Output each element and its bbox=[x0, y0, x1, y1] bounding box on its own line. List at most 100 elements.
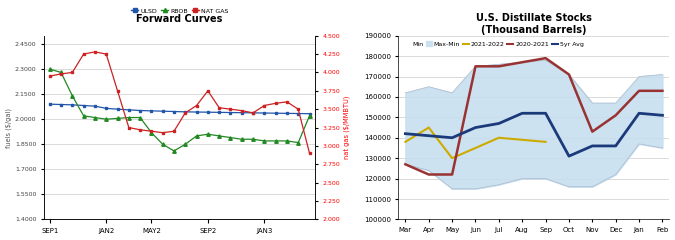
ULSD bbox=[249, 111, 257, 114]
RBOB bbox=[80, 114, 88, 117]
5yr Avg bbox=[495, 122, 503, 125]
ULSD bbox=[68, 103, 76, 106]
ULSD bbox=[294, 112, 302, 115]
NAT GAS bbox=[204, 89, 212, 92]
Line: ULSD: ULSD bbox=[49, 103, 311, 115]
NAT GAS bbox=[57, 72, 65, 75]
5yr Avg bbox=[612, 144, 620, 147]
NAT GAS bbox=[294, 108, 302, 111]
NAT GAS bbox=[249, 111, 257, 114]
2020-2021 bbox=[518, 61, 526, 64]
5yr Avg bbox=[635, 112, 643, 115]
NAT GAS bbox=[91, 50, 99, 53]
NAT GAS bbox=[147, 130, 155, 133]
5yr Avg bbox=[658, 114, 666, 117]
5yr Avg bbox=[402, 132, 410, 135]
2020-2021 bbox=[541, 57, 549, 60]
NAT GAS bbox=[283, 100, 291, 103]
5yr Avg bbox=[565, 155, 573, 158]
2021-2022 bbox=[425, 126, 433, 129]
5yr Avg bbox=[425, 134, 433, 137]
Line: 2020-2021: 2020-2021 bbox=[406, 58, 662, 174]
ULSD bbox=[261, 112, 269, 114]
2020-2021 bbox=[495, 65, 503, 68]
Legend: Min, Max-Min, 2021-2022, 2020-2021, 5yr Avg: Min, Max-Min, 2021-2022, 2020-2021, 5yr … bbox=[402, 39, 586, 49]
RBOB bbox=[125, 116, 133, 119]
RBOB bbox=[283, 139, 291, 142]
2021-2022 bbox=[448, 157, 456, 160]
RBOB bbox=[306, 114, 314, 117]
Line: 2021-2022: 2021-2022 bbox=[406, 127, 545, 158]
RBOB bbox=[204, 133, 212, 136]
ULSD bbox=[80, 104, 88, 107]
NAT GAS bbox=[102, 53, 110, 55]
ULSD bbox=[57, 103, 65, 106]
ULSD bbox=[136, 109, 144, 112]
NAT GAS bbox=[80, 53, 88, 55]
NAT GAS bbox=[159, 131, 167, 134]
RBOB bbox=[294, 141, 302, 144]
RBOB bbox=[181, 143, 189, 146]
RBOB bbox=[46, 68, 54, 71]
RBOB bbox=[68, 94, 76, 97]
2020-2021 bbox=[635, 89, 643, 92]
ULSD bbox=[113, 108, 122, 111]
RBOB bbox=[215, 134, 223, 137]
ULSD bbox=[159, 110, 167, 113]
2021-2022 bbox=[402, 140, 410, 143]
5yr Avg bbox=[541, 112, 549, 115]
RBOB bbox=[159, 143, 167, 146]
2020-2021 bbox=[612, 114, 620, 117]
RBOB bbox=[136, 116, 144, 119]
RBOB bbox=[91, 116, 99, 119]
Y-axis label: fuels ($/gal): fuels ($/gal) bbox=[5, 108, 12, 148]
NAT GAS bbox=[238, 109, 246, 112]
2020-2021 bbox=[658, 89, 666, 92]
ULSD bbox=[192, 111, 200, 114]
RBOB bbox=[170, 150, 178, 152]
NAT GAS bbox=[113, 89, 122, 92]
2020-2021 bbox=[589, 130, 597, 133]
NAT GAS bbox=[68, 71, 76, 74]
ULSD bbox=[238, 111, 246, 114]
RBOB bbox=[147, 131, 155, 134]
ULSD bbox=[215, 111, 223, 114]
ULSD bbox=[226, 111, 234, 114]
NAT GAS bbox=[271, 102, 279, 105]
NAT GAS bbox=[46, 75, 54, 78]
ULSD bbox=[271, 112, 279, 115]
2020-2021 bbox=[448, 173, 456, 176]
2021-2022 bbox=[495, 136, 503, 139]
5yr Avg bbox=[471, 126, 479, 129]
Line: RBOB: RBOB bbox=[48, 67, 311, 153]
RBOB bbox=[249, 138, 257, 141]
NAT GAS bbox=[226, 108, 234, 111]
Y-axis label: nat gas ($/MMBTU): nat gas ($/MMBTU) bbox=[344, 96, 350, 159]
ULSD bbox=[102, 107, 110, 110]
RBOB bbox=[113, 117, 122, 120]
Line: 5yr Avg: 5yr Avg bbox=[406, 113, 662, 156]
ULSD bbox=[283, 112, 291, 115]
2020-2021 bbox=[471, 65, 479, 68]
ULSD bbox=[46, 103, 54, 106]
RBOB bbox=[57, 71, 65, 74]
RBOB bbox=[102, 118, 110, 121]
ULSD bbox=[91, 105, 99, 108]
ULSD bbox=[204, 111, 212, 114]
5yr Avg bbox=[448, 136, 456, 139]
ULSD bbox=[170, 110, 178, 113]
Title: Forward Curves: Forward Curves bbox=[136, 14, 223, 24]
RBOB bbox=[226, 136, 234, 139]
NAT GAS bbox=[192, 104, 200, 107]
ULSD bbox=[147, 109, 155, 112]
NAT GAS bbox=[215, 106, 223, 109]
2021-2022 bbox=[471, 147, 479, 150]
5yr Avg bbox=[518, 112, 526, 115]
5yr Avg bbox=[589, 144, 597, 147]
RBOB bbox=[261, 139, 269, 142]
2021-2022 bbox=[541, 140, 549, 143]
NAT GAS bbox=[170, 130, 178, 133]
Title: U.S. Distillate Stocks
(Thousand Barrels): U.S. Distillate Stocks (Thousand Barrels… bbox=[476, 13, 592, 35]
2020-2021 bbox=[402, 163, 410, 166]
RBOB bbox=[238, 138, 246, 141]
